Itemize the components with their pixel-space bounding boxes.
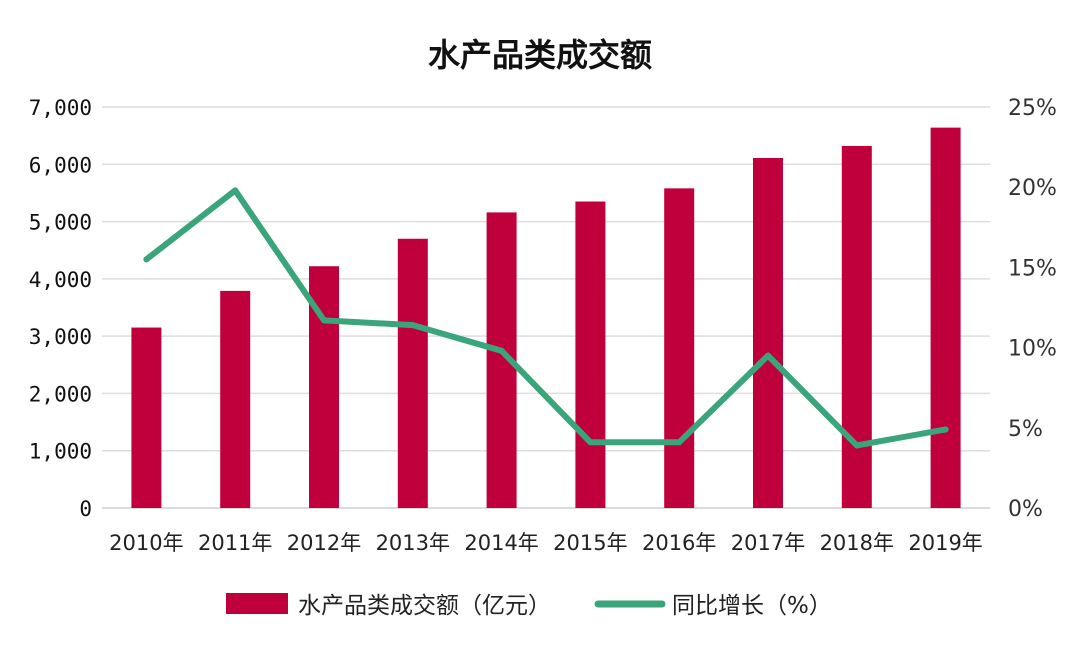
line-point	[587, 439, 594, 446]
x-tick-label: 2014年	[464, 531, 538, 555]
y-right-tick-label: 20%	[1008, 176, 1057, 201]
legend-label-line: 同比增长（%）	[672, 593, 832, 619]
legend-label-bar: 水产品类成交额（亿元）	[298, 593, 551, 619]
x-axis: 2010年 2011年 2012年 2013年 2014年 2015年 2016年 2017年…	[109, 531, 983, 555]
line-point	[853, 442, 860, 449]
line-point	[942, 426, 949, 433]
line-point	[143, 256, 150, 263]
line-point	[498, 347, 505, 354]
bar	[930, 127, 961, 508]
bar	[575, 201, 606, 508]
bar	[131, 327, 162, 508]
y-left-tick-label: 5,000	[29, 211, 92, 235]
line-point	[765, 352, 771, 359]
y-right-tick-label: 0%	[1008, 497, 1043, 522]
x-tick-label: 2017年	[731, 531, 805, 555]
line-point	[409, 322, 416, 329]
y-right-tick-label: 15%	[1008, 256, 1057, 281]
y-right-tick-label: 25%	[1008, 96, 1057, 121]
bar-series	[131, 127, 961, 509]
y-axis-left: 0 1,000 2,000 3,000 4,000 5,000 6,000 7,000	[29, 96, 92, 521]
bar	[664, 188, 695, 509]
y-left-tick-label: 7,000	[29, 96, 92, 120]
line-point	[232, 187, 239, 194]
legend-swatch-bar	[226, 593, 288, 614]
series-line	[143, 187, 949, 449]
line-point	[676, 439, 683, 446]
bar	[753, 157, 783, 508]
bar	[397, 238, 428, 508]
y-right-tick-label: 10%	[1008, 337, 1057, 362]
x-tick-label: 2018年	[820, 531, 894, 555]
y-left-tick-label: 4,000	[29, 268, 92, 292]
chart-title: 水产品类成交额	[428, 36, 652, 74]
y-left-tick-label: 6,000	[29, 153, 92, 177]
y-left-tick-label: 3,000	[29, 325, 92, 349]
x-tick-label: 2010年	[109, 531, 183, 555]
y-left-tick-label: 2,000	[29, 382, 92, 406]
line-series	[143, 187, 949, 449]
x-tick-label: 2012年	[287, 531, 361, 555]
bar	[841, 145, 872, 508]
bar	[220, 290, 251, 508]
y-left-tick-label: 1,000	[29, 440, 92, 464]
y-right-tick-label: 5%	[1008, 417, 1043, 442]
x-tick-label: 2016年	[642, 531, 716, 555]
x-tick-label: 2015年	[553, 531, 627, 555]
y-left-tick-label: 0	[79, 497, 92, 521]
legend: 水产品类成交额（亿元） 同比增长（%）	[226, 593, 832, 619]
x-tick-label: 2011年	[198, 531, 272, 555]
line-point	[321, 317, 327, 324]
x-tick-label: 2013年	[376, 531, 450, 555]
x-tick-label: 2019年	[908, 531, 982, 555]
y-axis-right: 0% 5% 10% 15% 20% 25%	[1008, 96, 1057, 522]
